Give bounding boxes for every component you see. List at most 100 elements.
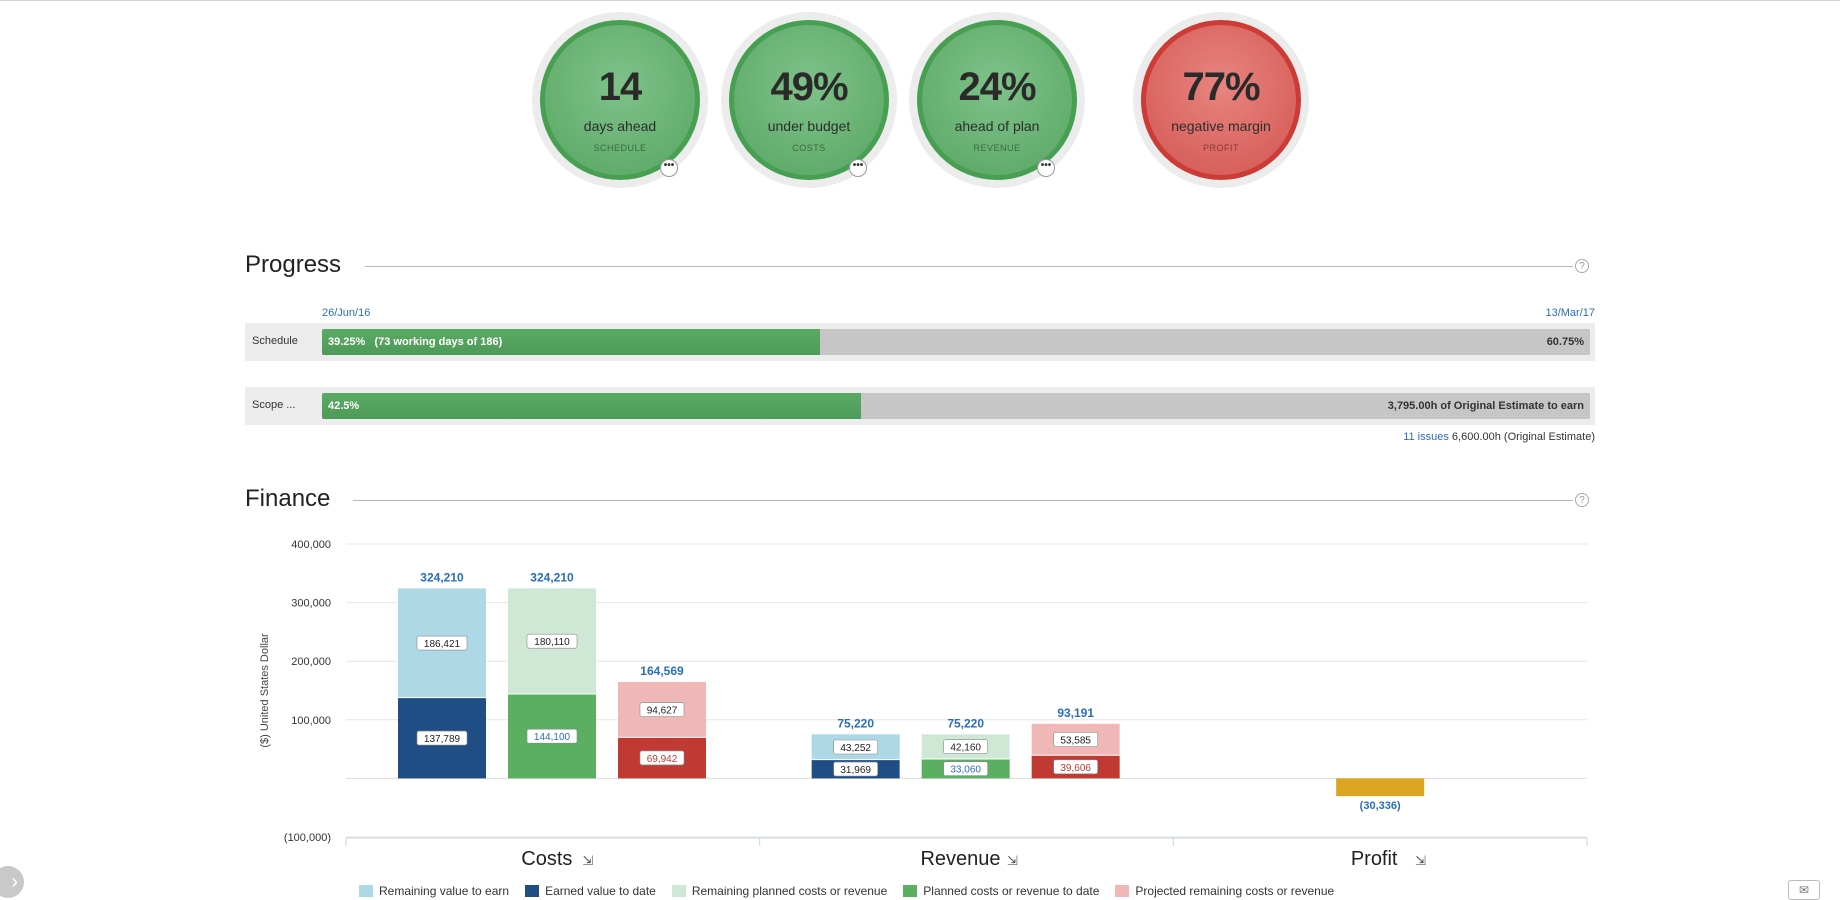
legend-label: Remaining planned costs or revenue bbox=[691, 884, 888, 898]
scope-done-text: 42.5% bbox=[328, 400, 360, 412]
bar-value-label: 31,969 bbox=[840, 765, 871, 776]
kpi-revenue[interactable]: 24% ahead of plan REVENUE ••• bbox=[909, 12, 1085, 188]
y-axis-title: ($) United States Dollar bbox=[259, 633, 271, 748]
total-label: (30,336) bbox=[1360, 800, 1401, 812]
schedule-remaining-text: 60.75% bbox=[1546, 336, 1584, 348]
kpi-label: ahead of plan bbox=[954, 118, 1040, 134]
bar-value-label: 94,627 bbox=[647, 706, 678, 717]
issues-summary: 11 issues 6,600.00h (Original Estimate) bbox=[1403, 431, 1595, 443]
y-tick-label: 400,000 bbox=[291, 539, 331, 551]
legend-swatch bbox=[359, 885, 373, 897]
bar-value-label: 42,160 bbox=[950, 743, 981, 754]
top-border bbox=[0, 0, 1840, 1]
progress-heading: Progress bbox=[245, 251, 342, 278]
legend-swatch bbox=[903, 885, 918, 897]
bar-value-label-box bbox=[416, 635, 468, 651]
kpi-value: 14 bbox=[598, 65, 643, 109]
scope-remaining-text: 3,795.00h of Original Estimate to earn bbox=[1387, 400, 1584, 412]
ellipsis-icon[interactable]: ••• bbox=[1037, 159, 1055, 177]
y-tick-label: 300,000 bbox=[291, 598, 331, 610]
schedule-progress-row: Schedule 39.25% (73 working days of 186)… bbox=[245, 323, 1595, 361]
schedule-progress-bar[interactable]: 39.25% (73 working days of 186) 60.75% bbox=[322, 329, 1590, 355]
bar-value-label-box bbox=[639, 702, 685, 717]
kpi-category: COSTS bbox=[792, 143, 826, 153]
kpi-schedule-circle: 14 days ahead SCHEDULE ••• bbox=[540, 20, 700, 180]
ellipsis-icon[interactable]: ••• bbox=[849, 159, 867, 177]
bar-value-label: 186,421 bbox=[424, 639, 461, 650]
bar-value-label-box bbox=[526, 633, 578, 649]
kpi-label: under budget bbox=[767, 118, 851, 134]
legend-swatch bbox=[671, 885, 686, 897]
bar-value-label: 43,252 bbox=[840, 743, 871, 754]
schedule-done-text: 39.25% (73 working days of 186) bbox=[328, 336, 503, 348]
total-label: 75,220 bbox=[837, 716, 874, 730]
total-label: 324,210 bbox=[530, 570, 574, 584]
legend-label: Planned costs or revenue to date bbox=[923, 884, 1100, 898]
kpi-schedule[interactable]: 14 days ahead SCHEDULE ••• bbox=[532, 12, 708, 188]
bar-value-label-box bbox=[833, 761, 878, 777]
y-tick-label: 200,000 bbox=[291, 656, 331, 668]
legend-swatch bbox=[1115, 885, 1130, 897]
bar-value-label: 39,606 bbox=[1060, 763, 1091, 774]
end-date: 13/Mar/17 bbox=[1545, 307, 1595, 319]
kpi-costs[interactable]: 49% under budget COSTS ••• bbox=[721, 12, 897, 188]
legend-swatch bbox=[525, 885, 540, 897]
kpi-value: 77% bbox=[1182, 65, 1260, 109]
legend-item[interactable]: Projected remaining costs or revenue bbox=[1115, 884, 1334, 898]
kpi-value: 24% bbox=[958, 65, 1036, 109]
bar-value-label-box bbox=[639, 750, 685, 766]
bar-value-label-box bbox=[1053, 759, 1098, 775]
bar-value-label-box bbox=[1053, 732, 1098, 747]
bar-value-label: 53,585 bbox=[1060, 735, 1091, 746]
schedule-progress-fill bbox=[322, 329, 820, 355]
bar-value-label-box bbox=[526, 728, 578, 744]
schedule-label: Schedule bbox=[252, 335, 298, 347]
issues-link[interactable]: 11 issues bbox=[1403, 431, 1449, 443]
bar-value-label: 180,110 bbox=[534, 637, 570, 648]
drilldown-icon: ⇲ bbox=[582, 853, 593, 868]
total-label: 93,191 bbox=[1057, 706, 1094, 720]
kpi-category: PROFIT bbox=[1203, 143, 1239, 153]
kpi-label: days ahead bbox=[583, 118, 657, 134]
profit-bar bbox=[1336, 778, 1425, 797]
kpi-category: REVENUE bbox=[973, 143, 1021, 153]
scope-label: Scope ... bbox=[252, 399, 296, 411]
kpi-costs-circle: 49% under budget COSTS ••• bbox=[729, 20, 889, 180]
bar-value-label: 144,100 bbox=[534, 732, 571, 743]
legend-item[interactable]: Earned value to date bbox=[525, 884, 656, 898]
bar-value-label-box bbox=[833, 739, 878, 755]
bar-value-label: 137,789 bbox=[424, 734, 461, 745]
legend-item[interactable]: Remaining value to earn bbox=[359, 884, 509, 898]
scope-progress-row: Scope ... 42.5% 3,795.00h of Original Es… bbox=[245, 387, 1595, 425]
bar-value-label-box bbox=[943, 739, 988, 754]
chart-legend: Remaining value to earn Earned value to d… bbox=[359, 884, 1350, 898]
category-label: Costs bbox=[521, 848, 572, 870]
finance-divider bbox=[353, 500, 1573, 501]
legend-label: Earned value to date bbox=[545, 884, 656, 898]
scope-progress-fill bbox=[322, 393, 861, 419]
finance-chart: 400,000 300,000 200,000 100,000 (100,000) ($)… bbox=[259, 539, 1588, 870]
legend-label: Projected remaining costs or revenue bbox=[1135, 884, 1335, 898]
bar-value-label: 33,060 bbox=[950, 765, 981, 776]
y-tick-label: (100,000) bbox=[284, 832, 331, 844]
ellipsis-icon[interactable]: ••• bbox=[660, 159, 678, 177]
legend-item[interactable]: Planned costs or revenue to date bbox=[903, 884, 1099, 898]
bar-value-label-box bbox=[416, 730, 468, 746]
help-icon[interactable]: ? bbox=[1575, 493, 1589, 507]
drilldown-icon: ⇲ bbox=[1415, 853, 1426, 868]
total-label: 75,220 bbox=[947, 716, 984, 730]
legend-item[interactable]: Remaining planned costs or revenue bbox=[671, 884, 888, 898]
help-icon[interactable]: ? bbox=[1575, 259, 1589, 273]
bar-value-label: 69,942 bbox=[647, 754, 678, 765]
bar-value-label-box bbox=[943, 761, 988, 777]
feedback-icon[interactable]: ✉ bbox=[1788, 880, 1820, 900]
kpi-value: 49% bbox=[770, 65, 848, 109]
kpi-category: SCHEDULE bbox=[593, 143, 647, 153]
category-label: Revenue bbox=[920, 848, 1000, 870]
scope-progress-bar[interactable]: 42.5% 3,795.00h of Original Estimate to … bbox=[322, 393, 1590, 419]
kpi-profit[interactable]: 77% negative margin PROFIT bbox=[1133, 12, 1309, 188]
total-label: 164,569 bbox=[640, 664, 684, 678]
y-tick-label: 100,000 bbox=[291, 715, 331, 727]
estimate-text: 6,600.00h (Original Estimate) bbox=[1451, 431, 1595, 443]
category-label: Profit bbox=[1351, 848, 1398, 870]
